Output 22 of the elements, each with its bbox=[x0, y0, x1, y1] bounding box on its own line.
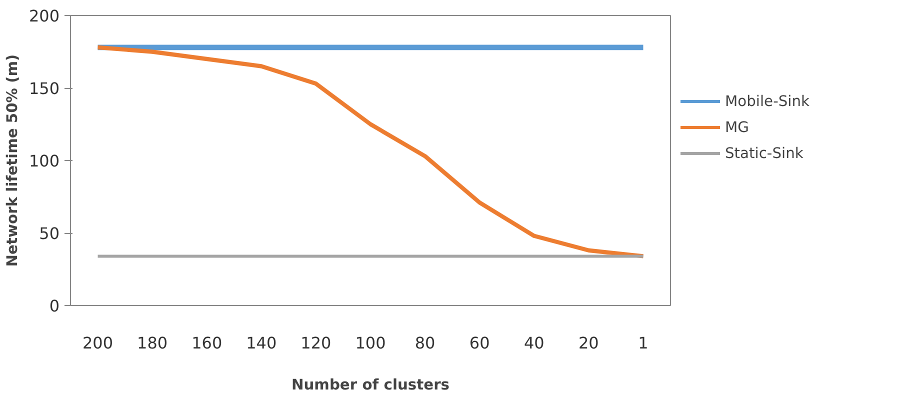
line-series bbox=[96, 45, 646, 258]
x-tick-label: 60 bbox=[469, 334, 490, 352]
x-tick-label: 200 bbox=[82, 334, 114, 352]
x-axis-title: Number of clusters bbox=[291, 376, 450, 394]
y-tick-label: 150 bbox=[28, 79, 60, 98]
x-tick-label: 20 bbox=[578, 334, 599, 352]
legend-label: Mobile-Sink bbox=[725, 92, 810, 110]
x-tick-label: 100 bbox=[355, 334, 386, 352]
x-tick-label: 40 bbox=[524, 334, 544, 352]
legend-label: Static-Sink bbox=[725, 144, 804, 162]
x-tick-label: 180 bbox=[137, 334, 168, 352]
y-tick-label: 100 bbox=[28, 152, 60, 170]
y-tick-label: 50 bbox=[39, 224, 60, 243]
y-tick-label: 200 bbox=[28, 6, 60, 26]
x-tick-label: 140 bbox=[246, 334, 277, 352]
y-tick-label: 0 bbox=[49, 296, 60, 316]
x-tick-label: 120 bbox=[300, 334, 332, 352]
y-axis-title: Network lifetime 50% (m) bbox=[4, 54, 21, 267]
x-tick-label: 160 bbox=[192, 334, 222, 352]
legend-label: MG bbox=[725, 118, 750, 136]
x-tick-label: 80 bbox=[414, 334, 436, 352]
x-tick-label: 1 bbox=[638, 334, 648, 352]
